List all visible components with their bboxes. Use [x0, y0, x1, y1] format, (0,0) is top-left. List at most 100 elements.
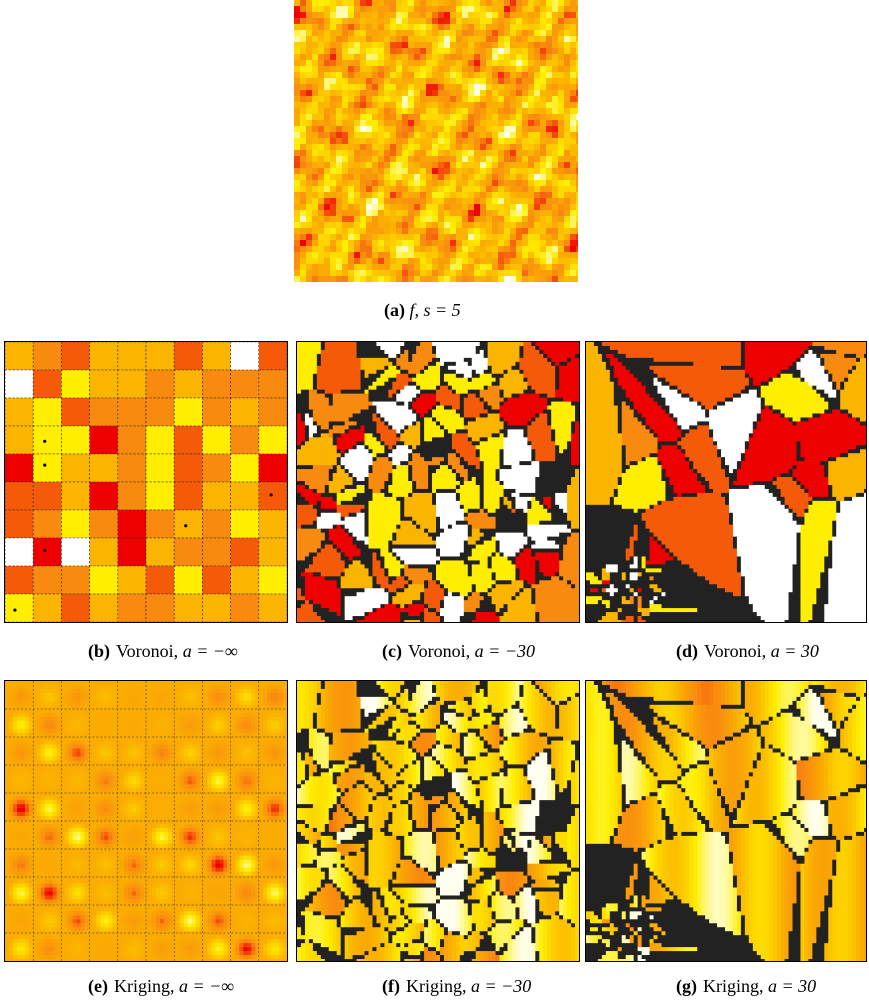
- cell-edge: [575, 417, 579, 422]
- cell-pixel: [308, 361, 314, 367]
- cell-pixel: [487, 393, 493, 398]
- cell-pixel: [575, 421, 579, 426]
- field-pixel: [324, 234, 331, 241]
- cell-pixel: [487, 361, 493, 367]
- field-pixel: [504, 126, 511, 133]
- cell-pixel: [479, 429, 485, 434]
- cell-edge: [412, 381, 417, 387]
- field-pixel: [546, 132, 553, 139]
- cell-pixel: [495, 353, 500, 359]
- cell-edge: [408, 353, 413, 359]
- cell-edge: [491, 409, 496, 414]
- voronoi-cell: [258, 342, 287, 371]
- field-pixel: [528, 24, 535, 31]
- cell-pixel: [483, 393, 489, 398]
- cell-pixel: [455, 353, 461, 359]
- cell-edge: [527, 441, 532, 446]
- field-pixel: [372, 168, 379, 175]
- field-pixel: [306, 12, 313, 19]
- cell-pixel: [348, 457, 354, 462]
- cell-pixel: [479, 349, 485, 355]
- cell-edge: [332, 437, 338, 442]
- field-pixel: [576, 228, 578, 235]
- cell-edge: [539, 349, 544, 355]
- field-pixel: [552, 168, 559, 175]
- field-pixel: [534, 198, 541, 205]
- cell-pixel: [551, 369, 556, 375]
- field-pixel: [366, 156, 373, 163]
- cell-edge: [368, 469, 373, 474]
- cell-pixel: [428, 369, 433, 375]
- cell-pixel: [539, 353, 544, 359]
- field-pixel: [534, 126, 541, 133]
- cell-pixel: [451, 445, 457, 450]
- cell-pixel: [308, 445, 314, 450]
- cell-pixel: [547, 385, 552, 391]
- cell-pixel: [547, 377, 552, 383]
- field-pixel: [510, 204, 517, 211]
- cell-pixel: [447, 457, 453, 462]
- field-pixel: [498, 60, 505, 67]
- field-pixel: [384, 228, 391, 235]
- field-pixel: [438, 216, 445, 223]
- cell-pixel: [515, 385, 520, 391]
- field-pixel: [444, 114, 451, 121]
- cell-pixel: [479, 425, 485, 430]
- field-pixel: [444, 30, 451, 37]
- field-pixel: [516, 144, 523, 151]
- field-pixel: [378, 96, 385, 103]
- cell-pixel: [527, 357, 532, 363]
- cell-pixel: [515, 377, 520, 383]
- field-pixel: [360, 156, 367, 163]
- cell-pixel: [571, 449, 576, 454]
- cell-pixel: [436, 353, 441, 359]
- field-pixel: [564, 102, 571, 109]
- cell-pixel: [471, 481, 477, 486]
- field-pixel: [468, 96, 475, 103]
- cell-pixel: [467, 425, 473, 430]
- field-pixel: [426, 60, 433, 67]
- field-pixel: [378, 30, 385, 37]
- cell-pixel: [571, 385, 576, 391]
- cell-edge: [563, 465, 568, 470]
- field-pixel: [378, 18, 385, 25]
- field-pixel: [312, 222, 319, 229]
- cell-pixel: [344, 369, 350, 375]
- cell-pixel: [340, 449, 346, 454]
- field-pixel: [474, 12, 481, 19]
- voronoi-cell: [173, 342, 203, 371]
- cell-pixel: [436, 361, 441, 367]
- field-pixel: [528, 216, 535, 223]
- cell-pixel: [555, 437, 560, 442]
- field-pixel: [432, 108, 439, 115]
- cell-edge: [412, 349, 417, 355]
- cell-edge: [571, 473, 576, 478]
- cell-pixel: [459, 449, 465, 454]
- cell-edge: [300, 405, 306, 410]
- field-pixel: [336, 132, 343, 139]
- cell-pixel: [340, 342, 346, 347]
- field-pixel: [300, 60, 307, 67]
- field-pixel: [522, 48, 529, 55]
- cell-pixel: [404, 477, 409, 482]
- field-pixel: [432, 192, 439, 199]
- cell-pixel: [535, 449, 540, 454]
- field-pixel: [426, 156, 433, 163]
- field-pixel: [384, 156, 391, 163]
- field-pixel: [294, 12, 301, 19]
- field-pixel: [324, 252, 331, 259]
- cell-pixel: [555, 345, 560, 351]
- cell-edge: [547, 469, 552, 474]
- cell-pixel: [467, 401, 473, 406]
- field-pixel: [498, 144, 505, 151]
- cell-pixel: [527, 393, 532, 398]
- cell-pixel: [447, 461, 453, 466]
- cell-pixel: [360, 457, 365, 462]
- field-pixel: [384, 60, 391, 67]
- field-pixel: [372, 18, 379, 25]
- cell-pixel: [451, 425, 457, 430]
- cell-edge: [499, 401, 504, 406]
- field-pixel: [378, 84, 385, 91]
- field-pixel: [468, 276, 475, 282]
- cell-pixel: [547, 457, 552, 462]
